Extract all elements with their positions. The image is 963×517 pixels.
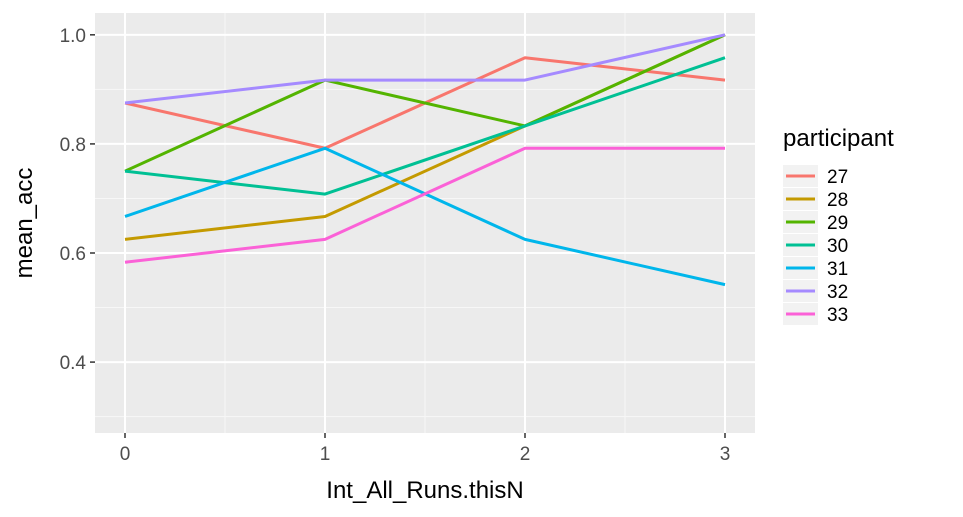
legend-label: 29 [827, 213, 848, 234]
y-tick-label: 1.0 [60, 26, 86, 47]
major-gridlines [95, 13, 755, 433]
y-tick-label: 0.4 [60, 353, 87, 374]
y-tick-label: 0.6 [60, 244, 86, 265]
y-axis-title: mean_acc [11, 168, 38, 279]
x-tick-label: 1 [320, 444, 331, 465]
x-tick-label: 0 [120, 444, 131, 465]
minor-gridlines [95, 13, 755, 433]
legend-label: 33 [827, 305, 848, 326]
series-lines [124, 33, 726, 287]
legend-label: 30 [827, 236, 848, 257]
legend-label: 31 [827, 259, 848, 280]
x-axis: 0 1 2 3 [120, 433, 731, 465]
legend-label: 32 [827, 282, 848, 303]
legend-label: 27 [827, 167, 848, 188]
series-line-29 [124, 33, 726, 173]
x-axis-title: Int_All_Runs.thisN [326, 477, 523, 504]
legend-label: 28 [827, 190, 848, 211]
x-tick-label: 3 [720, 444, 731, 465]
series-line-33 [124, 146, 725, 264]
x-tick-label: 2 [520, 444, 531, 465]
series-line-32 [124, 33, 726, 105]
y-tick-label: 0.8 [60, 135, 86, 156]
legend-title: participant [783, 125, 894, 152]
y-axis: 0.4 0.6 0.8 1.0 [60, 26, 95, 374]
